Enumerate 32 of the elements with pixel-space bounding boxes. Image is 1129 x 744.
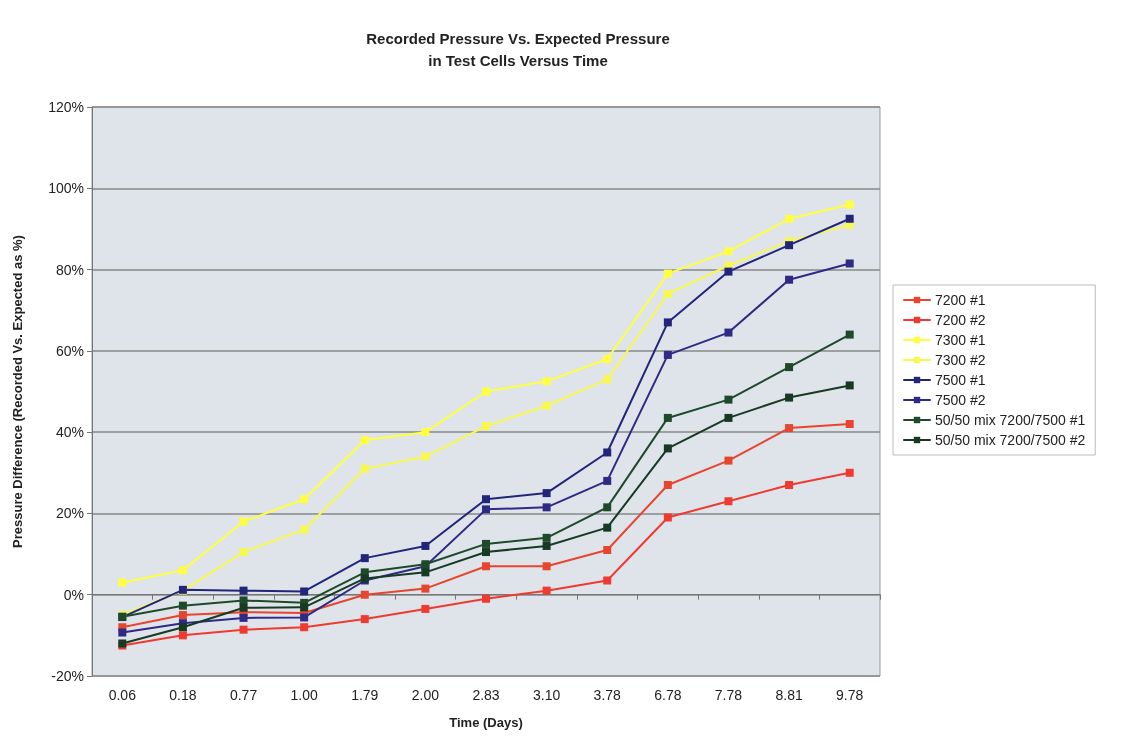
x-tick-label: 2.00 [411, 687, 440, 703]
y-tick-label: -20% [51, 668, 84, 684]
x-tick-label: 8.81 [775, 687, 803, 703]
x-tick-label: 7.78 [714, 687, 743, 703]
legend-label: 7300 #2 [935, 352, 986, 368]
y-tick-label: 40% [55, 424, 84, 441]
legend-label: 7500 #1 [935, 372, 986, 388]
y-axis-title: Pressure Difference (Recorded Vs. Expected as %) [10, 235, 25, 548]
y-tick-label: 60% [55, 342, 84, 359]
chart-title: Recorded Pressure Vs. Expected Pressure in Test Cells Versus Time [366, 29, 670, 69]
y-tick-label: 80% [55, 261, 84, 278]
x-tick-label: 2.83 [472, 687, 500, 703]
x-tick-label: 0.77 [229, 687, 258, 703]
x-tick-label: 1.79 [351, 687, 379, 703]
legend-label: 7300 #1 [935, 332, 986, 348]
legend-label: 7200 #2 [935, 312, 986, 328]
x-tick-label: 0.18 [169, 687, 197, 703]
x-tick-label: 3.10 [532, 687, 561, 703]
y-tick-label: 120% [48, 99, 84, 115]
legend-label: 7500 #2 [935, 392, 986, 408]
x-tick-label: 0.06 [108, 687, 137, 703]
x-tick-label: 1.00 [290, 687, 318, 703]
x-tick-label: 9.78 [836, 687, 864, 703]
legend-label: 50/50 mix 7200/7500 #1 [935, 412, 1086, 428]
y-tick-label: 100% [48, 180, 84, 197]
x-axis-title: Time (Days) [449, 715, 523, 730]
legend-label: 50/50 mix 7200/7500 #2 [935, 432, 1086, 448]
legend-label: 7200 #1 [935, 292, 986, 308]
x-tick-label: 6.78 [654, 687, 682, 703]
y-tick-label: 20% [55, 505, 84, 522]
y-tick-label: 0% [63, 586, 84, 603]
x-tick-label: 3.78 [593, 687, 622, 703]
